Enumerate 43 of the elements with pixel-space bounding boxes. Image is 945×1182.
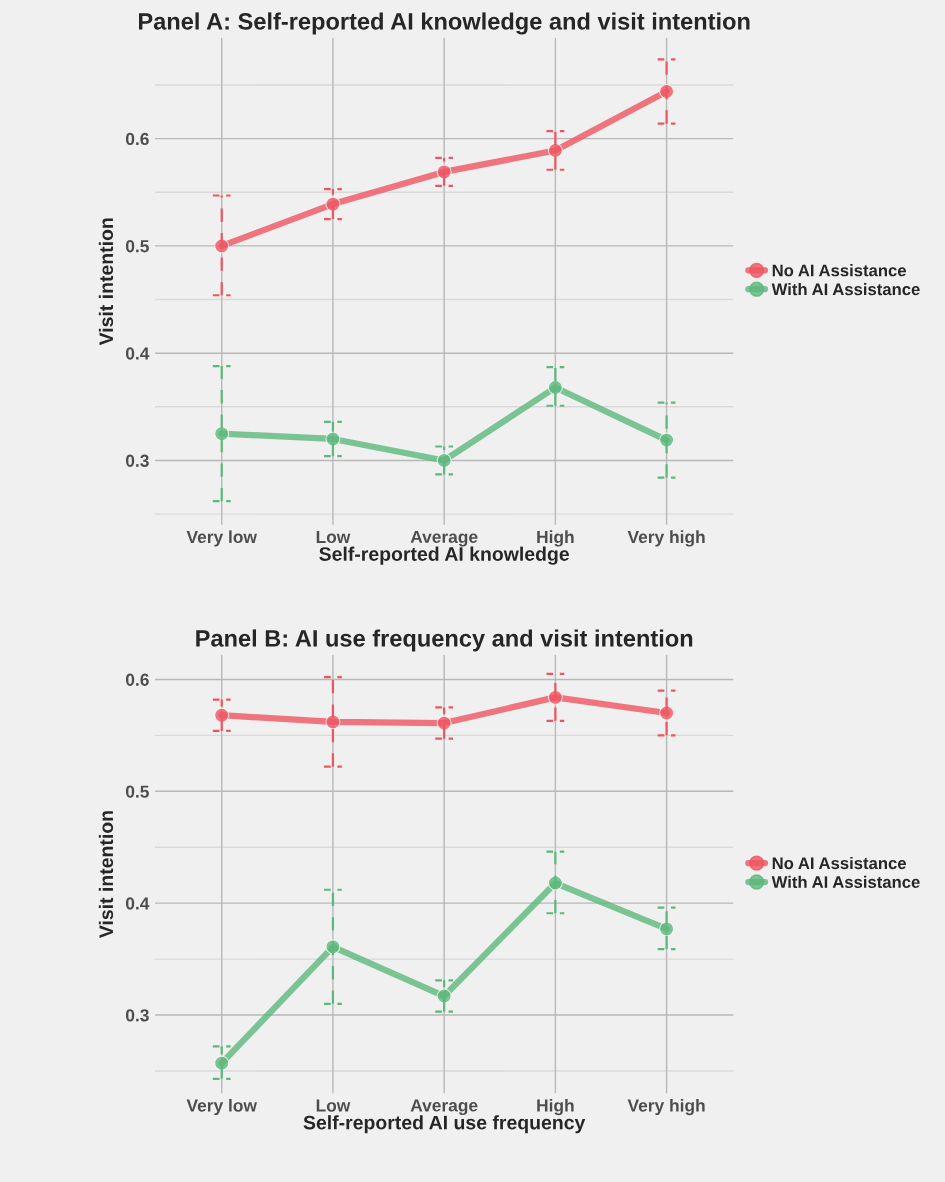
x-tick-label: Very high — [627, 530, 705, 547]
legend-label: With AI Assistance — [771, 875, 920, 888]
x-tick-label: High — [537, 1098, 574, 1116]
point — [547, 380, 563, 395]
x-tick-label: Very high — [627, 1098, 705, 1116]
point — [214, 238, 230, 254]
point — [325, 714, 341, 730]
x-tick-label: Average — [410, 530, 478, 547]
y-tick-label: 0.4 — [125, 347, 150, 360]
point — [214, 1055, 230, 1071]
x-tick-label: Very low — [186, 530, 257, 547]
x-axis-title: Self-reported AI use frequency — [303, 1115, 586, 1134]
point — [436, 988, 452, 1004]
point — [325, 431, 341, 447]
legend-label: No AI Assistance — [772, 264, 906, 277]
point — [659, 921, 675, 937]
point — [436, 715, 452, 731]
point — [214, 426, 230, 442]
point — [436, 452, 452, 468]
point — [547, 142, 563, 158]
x-tick-label: Low — [316, 1099, 351, 1112]
legend-label: With AI Assistance — [771, 282, 920, 296]
point — [214, 707, 230, 723]
point — [436, 164, 452, 180]
y-tick-label: 0.6 — [125, 673, 149, 686]
chart-title: Panel A: Self-reported AI knowledge and visit intention — [139, 12, 750, 35]
y-tick-label: 0.6 — [125, 132, 149, 146]
x-tick-label: Very low — [186, 1098, 257, 1116]
point — [325, 196, 341, 212]
y-tick-label: 0.5 — [125, 240, 149, 253]
x-tick-label: Low — [316, 531, 351, 544]
legend-label: No AI Assistance — [772, 856, 906, 870]
y-axis-title: Visit intention — [98, 218, 114, 346]
x-axis-title: Self-reported AI knowledge — [319, 546, 569, 565]
y-tick-label: 0.4 — [125, 897, 150, 910]
y-axis-title: Visit intention — [98, 811, 114, 939]
y-tick-label: 0.3 — [125, 1009, 149, 1022]
y-tick-label: 0.3 — [125, 454, 149, 467]
x-tick-label: Average — [410, 1099, 478, 1116]
point — [547, 689, 563, 705]
y-tick-label: 0.5 — [125, 785, 149, 798]
x-tick-label: High — [537, 530, 574, 547]
chart-title: Panel B: AI use frequency and visit intention — [196, 629, 693, 652]
